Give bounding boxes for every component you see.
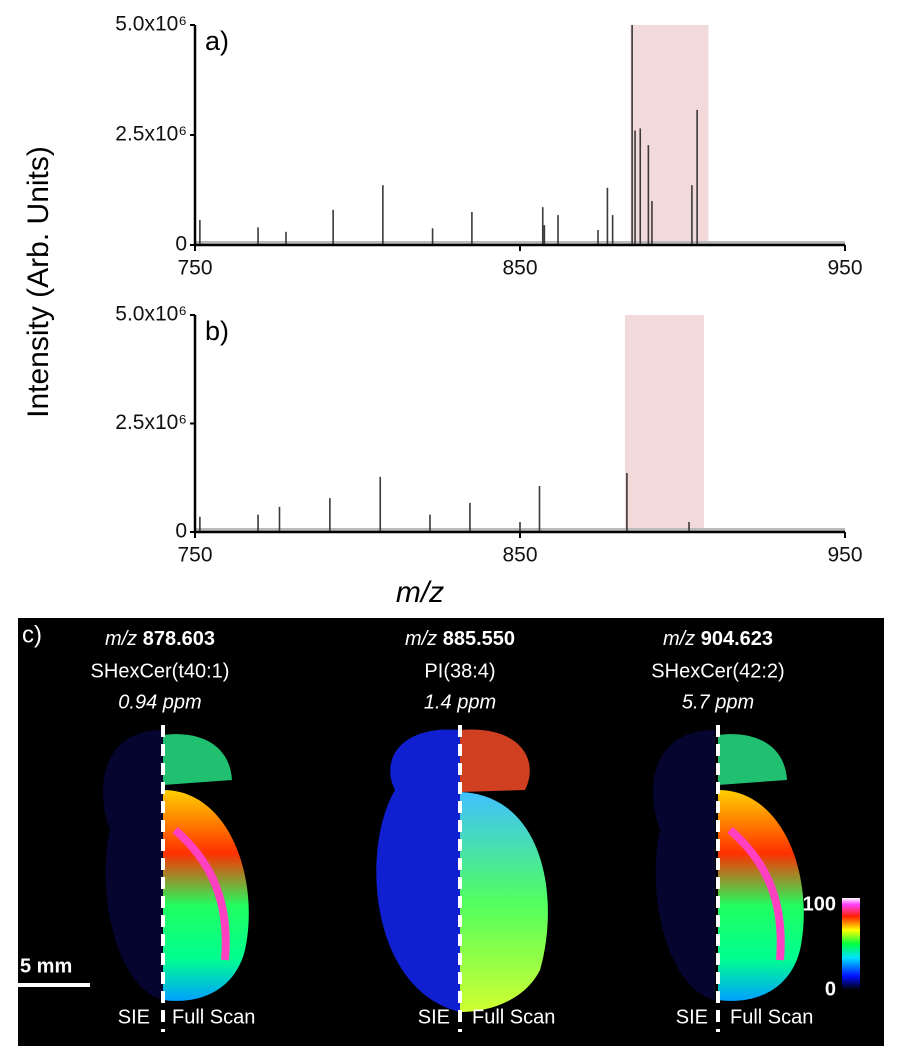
panel-label: b) [205,316,229,346]
peak [199,516,201,532]
highlight-region [624,315,704,532]
peak [541,207,544,245]
y-tick-label: 2.5x10⁶ [115,411,187,434]
y-axis-label: Intensity (Arb. Units) [22,146,55,418]
mz-value: 885.550 [443,628,515,650]
mz-value: 904.623 [701,628,773,650]
ppm: 5.7 ppm [682,691,754,713]
peak [257,227,259,245]
colorbar [842,898,860,990]
mz-label: m/z 885.550 [405,628,515,650]
peak [429,514,431,532]
lipid-name: SHexCer(42:2) [651,660,784,682]
panel-label: c) [22,621,42,648]
peak [257,514,259,532]
peak [278,506,281,532]
colorbar-max: 100 [803,893,836,915]
peak [199,219,201,245]
panel-label: a) [205,26,229,56]
mz-prefix: m/z [105,628,137,650]
lipid-name: SHexCer(t40:1) [91,660,230,682]
x-tick-label: 950 [827,257,862,280]
peak [469,502,471,532]
mz-label: m/z 904.623 [663,628,773,650]
peak [631,25,633,245]
peak [431,228,434,245]
highlight-region [630,25,709,245]
peak [634,130,636,245]
peak [688,522,690,532]
x-tick-label: 850 [502,257,537,280]
peak [696,109,698,245]
peak [691,185,693,245]
scale-bar-label: 5 mm [20,955,72,977]
mz-value: 878.603 [143,628,215,650]
left-label: SIE [418,1006,450,1028]
y-tick-label: 5.0x10⁶ [115,303,187,326]
y-tick-label: 5.0x10⁶ [115,13,187,36]
x-tick-label: 850 [502,544,537,567]
peak [606,187,609,245]
peak [639,128,642,245]
peak [382,185,384,245]
peak [379,476,382,532]
lipid-name: PI(38:4) [424,660,495,682]
x-tick-label: 750 [177,544,212,567]
peak [332,209,334,245]
right-label: Full Scan [472,1006,555,1028]
peak [651,201,653,245]
peak [329,498,331,532]
y-tick-label: 0 [175,233,187,256]
y-tick-label: 2.5x10⁶ [115,123,187,146]
left-label: SIE [118,1006,150,1028]
peak [471,212,473,245]
mz-label: m/z 878.603 [105,628,215,650]
ppm: 1.4 ppm [424,691,496,713]
peak [597,230,599,245]
peak [611,215,614,245]
ion-images [102,729,804,1012]
mz-prefix: m/z [405,628,437,650]
right-label: Full Scan [172,1006,255,1028]
peak [557,215,559,245]
right-label: Full Scan [730,1006,813,1028]
peak [647,145,650,245]
x-axis-label: m/z [396,576,444,609]
left-label: SIE [676,1006,708,1028]
ppm: 0.94 ppm [118,691,201,713]
mz-prefix: m/z [663,628,695,650]
colorbar-min: 0 [825,978,836,1000]
baseline-noise [195,241,845,245]
y-tick-label: 0 [175,520,187,543]
x-tick-label: 950 [827,544,862,567]
peak [538,485,541,532]
peak [626,472,628,532]
peak [285,231,287,245]
peak [543,225,546,245]
peak [519,522,521,532]
x-tick-label: 750 [177,257,212,280]
